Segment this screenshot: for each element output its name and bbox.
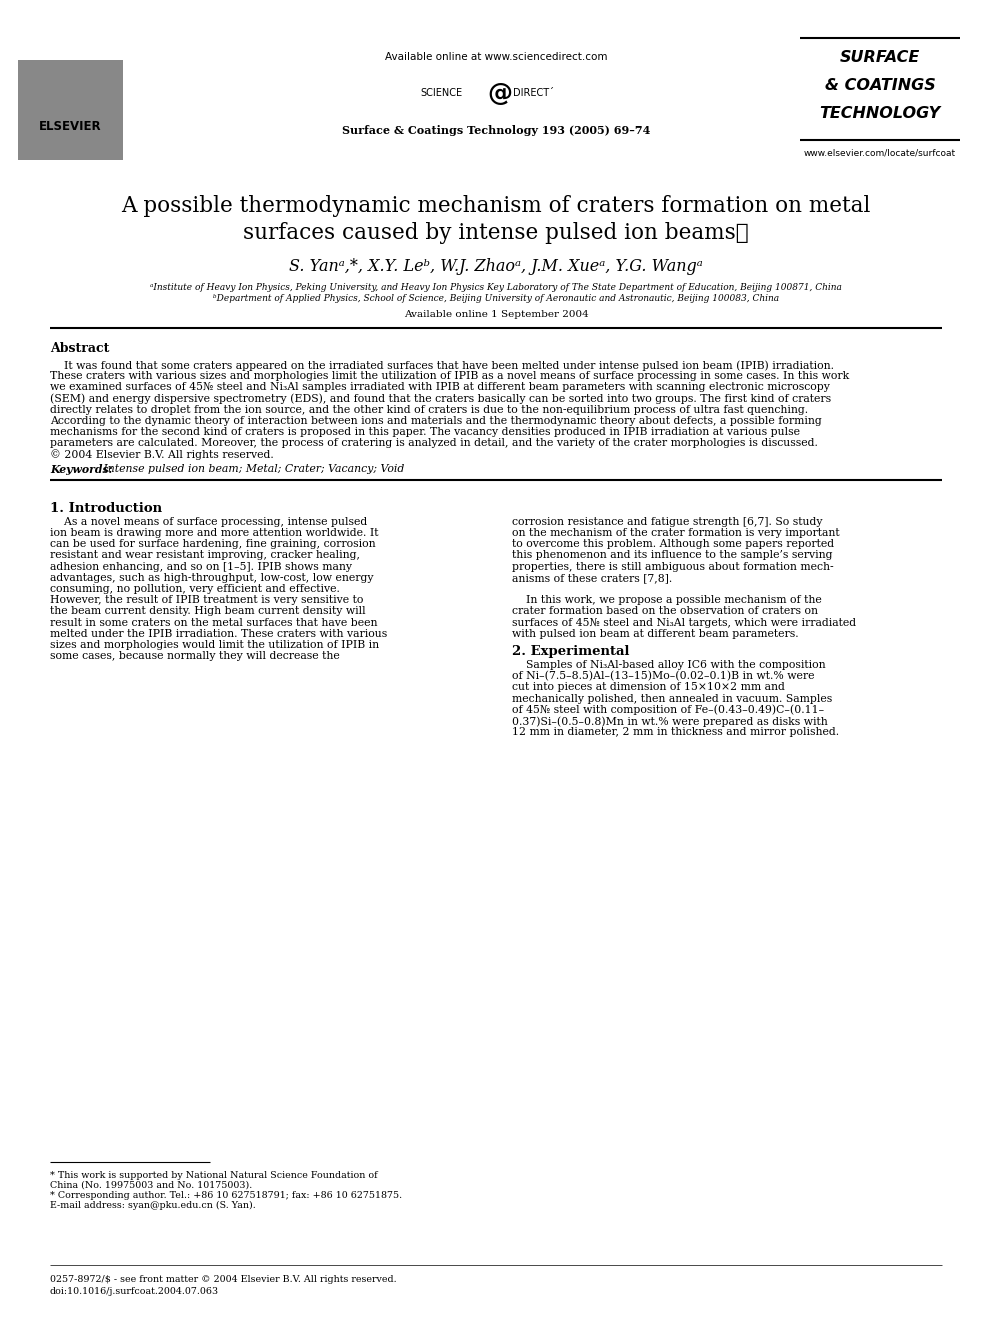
Text: sizes and morphologies would limit the utilization of IPIB in: sizes and morphologies would limit the u… [50, 640, 379, 650]
Text: this phenomenon and its influence to the sample’s serving: this phenomenon and its influence to the… [512, 550, 832, 561]
Text: resistant and wear resistant improving, cracker healing,: resistant and wear resistant improving, … [50, 550, 360, 561]
Text: result in some craters on the metal surfaces that have been: result in some craters on the metal surf… [50, 618, 378, 627]
Text: * Corresponding author. Tel.: +86 10 627518791; fax: +86 10 62751875.: * Corresponding author. Tel.: +86 10 627… [50, 1191, 402, 1200]
Text: 2. Experimental: 2. Experimental [512, 646, 630, 658]
Text: Surface & Coatings Technology 193 (2005) 69–74: Surface & Coatings Technology 193 (2005)… [342, 124, 650, 136]
Text: mechanisms for the second kind of craters is proposed in this paper. The vacancy: mechanisms for the second kind of crater… [50, 427, 800, 437]
Text: DIRECT´: DIRECT´ [513, 89, 554, 98]
Text: ᵃInstitute of Heavy Ion Physics, Peking University, and Heavy Ion Physics Key La: ᵃInstitute of Heavy Ion Physics, Peking … [150, 283, 842, 292]
Text: ELSEVIER: ELSEVIER [39, 120, 101, 134]
Text: we examined surfaces of 45№ steel and Ni₃Al samples irradiated with IPIB at diff: we examined surfaces of 45№ steel and Ni… [50, 382, 830, 393]
Text: 12 mm in diameter, 2 mm in thickness and mirror polished.: 12 mm in diameter, 2 mm in thickness and… [512, 728, 839, 737]
Text: anisms of these craters [7,8].: anisms of these craters [7,8]. [512, 573, 673, 583]
Text: adhesion enhancing, and so on [1–5]. IPIB shows many: adhesion enhancing, and so on [1–5]. IPI… [50, 561, 352, 572]
Text: According to the dynamic theory of interaction between ions and materials and th: According to the dynamic theory of inter… [50, 415, 821, 426]
Text: surfaces caused by intense pulsed ion beams☆: surfaces caused by intense pulsed ion be… [243, 222, 749, 243]
Text: mechanically polished, then annealed in vacuum. Samples: mechanically polished, then annealed in … [512, 693, 832, 704]
Text: Keywords:: Keywords: [50, 464, 113, 475]
Text: As a novel means of surface processing, intense pulsed: As a novel means of surface processing, … [50, 517, 367, 527]
Text: SCIENCE: SCIENCE [420, 89, 462, 98]
Text: TECHNOLOGY: TECHNOLOGY [819, 106, 940, 120]
Text: 1. Introduction: 1. Introduction [50, 501, 162, 515]
Text: advantages, such as high-throughput, low-cost, low energy: advantages, such as high-throughput, low… [50, 573, 374, 583]
Text: A possible thermodynamic mechanism of craters formation on metal: A possible thermodynamic mechanism of cr… [121, 194, 871, 217]
Text: parameters are calculated. Moreover, the process of cratering is analyzed in det: parameters are calculated. Moreover, the… [50, 438, 817, 448]
Text: S. Yanᵃ,*, X.Y. Leᵇ, W.J. Zhaoᵃ, J.M. Xueᵃ, Y.G. Wangᵃ: S. Yanᵃ,*, X.Y. Leᵇ, W.J. Zhaoᵃ, J.M. Xu… [289, 258, 703, 275]
Text: Available online at www.sciencedirect.com: Available online at www.sciencedirect.co… [385, 52, 607, 62]
Text: cut into pieces at dimension of 15×10×2 mm and: cut into pieces at dimension of 15×10×2 … [512, 683, 785, 692]
Text: ion beam is drawing more and more attention worldwide. It: ion beam is drawing more and more attent… [50, 528, 379, 538]
Text: crater formation based on the observation of craters on: crater formation based on the observatio… [512, 606, 818, 617]
Text: However, the result of IPIB treatment is very sensitive to: However, the result of IPIB treatment is… [50, 595, 363, 605]
Text: These craters with various sizes and morphologies limit the utilization of IPIB : These craters with various sizes and mor… [50, 372, 849, 381]
Text: the beam current density. High beam current density will: the beam current density. High beam curr… [50, 606, 366, 617]
Text: properties, there is still ambiguous about formation mech-: properties, there is still ambiguous abo… [512, 561, 833, 572]
Text: @: @ [487, 82, 513, 106]
Text: can be used for surface hardening, fine graining, corrosion: can be used for surface hardening, fine … [50, 540, 376, 549]
Text: doi:10.1016/j.surfcoat.2004.07.063: doi:10.1016/j.surfcoat.2004.07.063 [50, 1287, 219, 1297]
Text: & COATINGS: & COATINGS [824, 78, 935, 93]
Text: corrosion resistance and fatigue strength [6,7]. So study: corrosion resistance and fatigue strengt… [512, 517, 822, 527]
Text: Available online 1 September 2004: Available online 1 September 2004 [404, 310, 588, 319]
Text: © 2004 Elsevier B.V. All rights reserved.: © 2004 Elsevier B.V. All rights reserved… [50, 450, 274, 460]
Text: China (No. 19975003 and No. 10175003).: China (No. 19975003 and No. 10175003). [50, 1181, 252, 1189]
Text: ᵇDepartment of Applied Physics, School of Science, Beijing University of Aeronau: ᵇDepartment of Applied Physics, School o… [213, 294, 779, 303]
Text: (SEM) and energy dispersive spectrometry (EDS), and found that the craters basic: (SEM) and energy dispersive spectrometry… [50, 394, 831, 404]
Text: Abstract: Abstract [50, 343, 109, 355]
Text: Intense pulsed ion beam; Metal; Crater; Vacancy; Void: Intense pulsed ion beam; Metal; Crater; … [100, 464, 405, 474]
Text: some cases, because normally they will decrease the: some cases, because normally they will d… [50, 651, 339, 662]
Text: to overcome this problem. Although some papers reported: to overcome this problem. Although some … [512, 540, 834, 549]
Text: surfaces of 45№ steel and Ni₃Al targets, which were irradiated: surfaces of 45№ steel and Ni₃Al targets,… [512, 618, 856, 627]
Text: It was found that some craters appeared on the irradiated surfaces that have bee: It was found that some craters appeared … [50, 360, 834, 370]
Text: directly relates to droplet from the ion source, and the other kind of craters i: directly relates to droplet from the ion… [50, 405, 808, 415]
Text: Samples of Ni₃Al-based alloy IC6 with the composition: Samples of Ni₃Al-based alloy IC6 with th… [512, 660, 825, 669]
Text: consuming, no pollution, very efficient and effective.: consuming, no pollution, very efficient … [50, 583, 340, 594]
Text: on the mechanism of the crater formation is very important: on the mechanism of the crater formation… [512, 528, 839, 538]
Text: with pulsed ion beam at different beam parameters.: with pulsed ion beam at different beam p… [512, 628, 799, 639]
Text: melted under the IPIB irradiation. These craters with various: melted under the IPIB irradiation. These… [50, 628, 387, 639]
Text: of Ni–(7.5–8.5)Al–(13–15)Mo–(0.02–0.1)B in wt.% were: of Ni–(7.5–8.5)Al–(13–15)Mo–(0.02–0.1)B … [512, 671, 814, 681]
Text: www.elsevier.com/locate/surfcoat: www.elsevier.com/locate/surfcoat [804, 148, 956, 157]
Bar [18, 60, 123, 160]
Text: 0.37)Si–(0.5–0.8)Mn in wt.% were prepared as disks with: 0.37)Si–(0.5–0.8)Mn in wt.% were prepare… [512, 716, 827, 726]
Text: E-mail address: syan@pku.edu.cn (S. Yan).: E-mail address: syan@pku.edu.cn (S. Yan)… [50, 1201, 256, 1211]
Text: SURFACE: SURFACE [840, 50, 921, 65]
Text: * This work is supported by National Natural Science Foundation of: * This work is supported by National Nat… [50, 1171, 378, 1180]
Text: 0257-8972/$ - see front matter © 2004 Elsevier B.V. All rights reserved.: 0257-8972/$ - see front matter © 2004 El… [50, 1275, 397, 1285]
Text: of 45№ steel with composition of Fe–(0.43–0.49)C–(0.11–: of 45№ steel with composition of Fe–(0.4… [512, 705, 824, 716]
Text: In this work, we propose a possible mechanism of the: In this work, we propose a possible mech… [512, 595, 821, 605]
